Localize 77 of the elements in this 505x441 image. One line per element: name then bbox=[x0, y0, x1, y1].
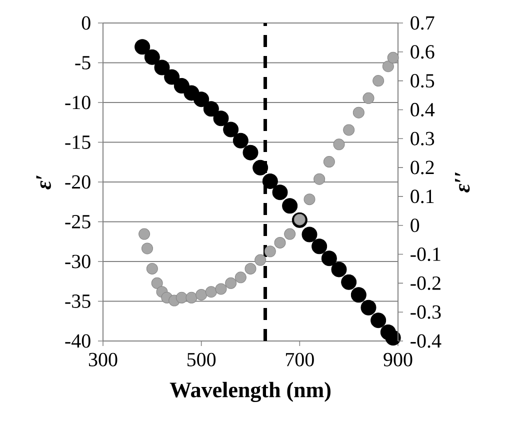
point bbox=[234, 272, 246, 284]
y2-tick-label: -0.4 bbox=[410, 334, 442, 348]
point bbox=[154, 60, 170, 76]
point bbox=[151, 277, 163, 289]
point bbox=[232, 132, 248, 148]
point bbox=[254, 254, 266, 266]
point bbox=[370, 312, 386, 328]
point bbox=[321, 250, 337, 266]
y-tick-label: -25 bbox=[65, 215, 90, 228]
point bbox=[284, 228, 296, 240]
point bbox=[144, 49, 160, 65]
x-tick-label: 700 bbox=[286, 352, 314, 366]
point bbox=[196, 288, 208, 300]
point bbox=[203, 101, 219, 117]
point bbox=[134, 39, 150, 55]
point bbox=[333, 138, 345, 150]
y-tick-label: -10 bbox=[65, 96, 90, 110]
point bbox=[146, 262, 158, 274]
y-tick-label: -15 bbox=[65, 136, 90, 149]
y-tick-label: -5 bbox=[75, 56, 90, 70]
y-axis-title: ε′ bbox=[36, 175, 51, 190]
point bbox=[372, 75, 384, 87]
y2-tick-label: 0.3 bbox=[410, 132, 434, 146]
point bbox=[186, 292, 198, 304]
point bbox=[360, 300, 376, 316]
y2-tick-label: 0.6 bbox=[410, 45, 434, 59]
x-tick-label: 900 bbox=[384, 352, 412, 366]
point bbox=[385, 330, 401, 346]
y-tick-label: -40 bbox=[65, 334, 90, 348]
y2-tick-label: -0.2 bbox=[410, 276, 440, 290]
y2-tick-label: 0 bbox=[410, 218, 420, 232]
point bbox=[343, 124, 355, 136]
point bbox=[341, 274, 357, 290]
y2-tick-label: 0.5 bbox=[410, 74, 434, 88]
y-tick-label: -30 bbox=[65, 254, 90, 268]
point bbox=[282, 198, 298, 214]
y2-tick-label: -0.3 bbox=[410, 305, 441, 319]
point bbox=[382, 60, 394, 72]
point bbox=[387, 52, 399, 64]
x-tick-label: 300 bbox=[88, 352, 118, 366]
y2-axis-title: ε′′ bbox=[455, 172, 470, 192]
y-tick-label: -35 bbox=[65, 294, 90, 308]
y2-tick-label: 0.2 bbox=[410, 160, 434, 174]
point bbox=[352, 106, 364, 118]
point bbox=[323, 156, 335, 168]
x-tick-label: 500 bbox=[187, 352, 216, 366]
point bbox=[244, 262, 256, 274]
point bbox=[138, 228, 150, 240]
point bbox=[272, 184, 288, 200]
point bbox=[262, 173, 278, 189]
y-tick-label: -20 bbox=[65, 175, 90, 189]
point bbox=[314, 173, 326, 185]
point bbox=[274, 236, 286, 248]
point bbox=[362, 92, 374, 104]
point bbox=[242, 144, 258, 160]
y2-tick-label: -0.1 bbox=[410, 247, 440, 262]
point bbox=[223, 122, 239, 138]
y2-tick-label: 0.7 bbox=[410, 16, 434, 30]
point bbox=[205, 286, 217, 298]
point bbox=[225, 277, 237, 289]
point bbox=[302, 226, 318, 242]
y2-tick-label: 0.4 bbox=[410, 102, 435, 117]
y-tick-label: 0 bbox=[82, 16, 90, 30]
point bbox=[312, 238, 328, 254]
point bbox=[164, 69, 180, 85]
y2-tick-label: 0.1 bbox=[410, 190, 434, 204]
point bbox=[176, 292, 188, 304]
point bbox=[194, 92, 210, 108]
point bbox=[331, 262, 347, 278]
point bbox=[304, 194, 316, 206]
point bbox=[142, 242, 153, 254]
point bbox=[252, 160, 268, 176]
point bbox=[264, 246, 276, 258]
x-axis-title: Wavelength (nm) bbox=[170, 382, 330, 402]
point bbox=[215, 283, 227, 295]
point bbox=[213, 110, 229, 126]
point bbox=[350, 287, 366, 303]
